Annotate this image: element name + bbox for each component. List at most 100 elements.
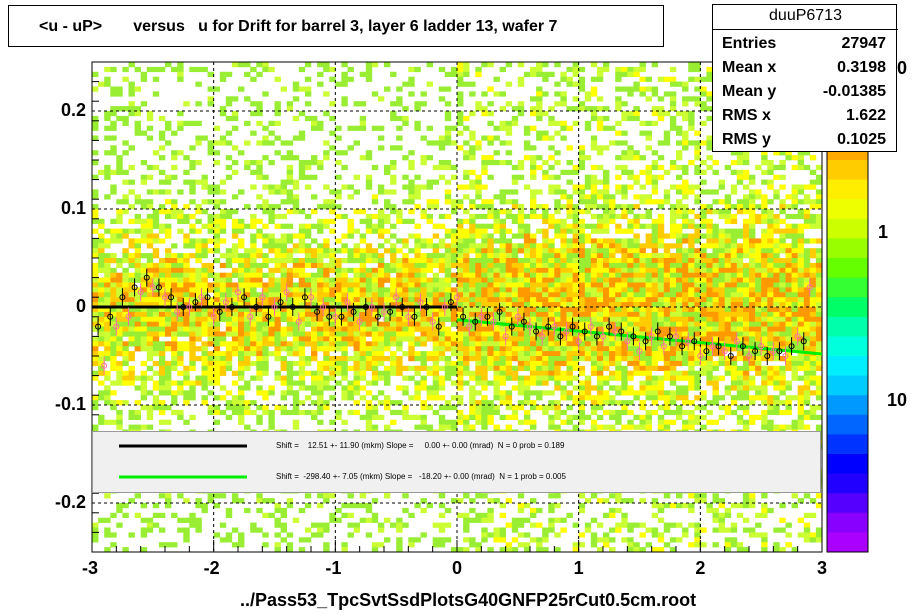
heatmap-cell bbox=[657, 282, 665, 288]
heatmap-cell bbox=[183, 419, 190, 425]
heatmap-cell bbox=[469, 375, 476, 381]
heatmap-cell bbox=[505, 292, 513, 298]
heatmap-cell bbox=[225, 287, 233, 293]
heatmap-cell bbox=[384, 62, 391, 68]
heatmap-cell bbox=[450, 321, 458, 327]
heatmap-cell bbox=[609, 243, 616, 249]
heatmap-cell bbox=[554, 248, 561, 254]
heatmap-cell bbox=[590, 62, 598, 68]
heatmap-cell bbox=[292, 297, 300, 303]
heatmap-cell bbox=[590, 316, 598, 322]
heatmap-cell bbox=[657, 316, 665, 322]
heatmap-cell bbox=[201, 66, 208, 73]
heatmap-cell bbox=[171, 287, 178, 293]
heatmap-cell bbox=[499, 199, 506, 205]
heatmap-cell bbox=[499, 307, 506, 313]
heatmap-cell bbox=[335, 370, 342, 376]
heatmap-cell bbox=[231, 336, 239, 342]
heatmap-cell bbox=[298, 282, 306, 288]
heatmap-cell bbox=[213, 326, 221, 332]
heatmap-cell bbox=[311, 331, 318, 337]
heatmap-cell bbox=[536, 326, 543, 332]
heatmap-cell bbox=[590, 365, 598, 371]
heatmap-cell bbox=[481, 316, 488, 322]
heatmap-cell bbox=[323, 243, 330, 249]
heatmap-cell bbox=[298, 243, 306, 249]
heatmap-cell bbox=[530, 262, 537, 269]
heatmap-cell bbox=[633, 522, 640, 528]
heatmap-cell bbox=[231, 62, 239, 68]
heatmap-cell bbox=[505, 400, 513, 406]
heatmap-cell bbox=[384, 424, 391, 430]
heatmap-cell bbox=[457, 81, 464, 87]
heatmap-cell bbox=[444, 356, 452, 362]
heatmap-cell bbox=[311, 248, 318, 254]
heatmap-cell bbox=[657, 228, 665, 234]
heatmap-cell bbox=[548, 414, 555, 420]
heatmap-cell bbox=[311, 321, 318, 327]
heatmap-cell bbox=[426, 262, 433, 269]
heatmap-cell bbox=[262, 395, 269, 401]
heatmap-cell bbox=[542, 405, 549, 411]
heatmap-cell bbox=[92, 405, 99, 411]
heatmap-cell bbox=[134, 297, 141, 303]
heatmap-cell bbox=[584, 155, 592, 161]
heatmap-cell bbox=[201, 380, 208, 386]
heatmap-cell bbox=[359, 321, 367, 327]
heatmap-cell bbox=[566, 204, 573, 210]
heatmap-cell bbox=[268, 390, 275, 396]
heatmap-cell bbox=[481, 287, 488, 293]
heatmap-cell bbox=[584, 91, 592, 97]
heatmap-cell bbox=[231, 321, 239, 327]
heatmap-cell bbox=[140, 292, 148, 298]
heatmap-cell bbox=[213, 341, 221, 347]
heatmap-cells bbox=[92, 62, 823, 553]
heatmap-cell bbox=[560, 248, 567, 254]
heatmap-cell bbox=[92, 120, 99, 126]
heatmap-cell bbox=[238, 409, 245, 416]
heatmap-cell bbox=[365, 331, 373, 337]
heatmap-cell bbox=[256, 336, 263, 342]
heatmap-cell bbox=[554, 223, 561, 229]
heatmap-cell bbox=[238, 228, 245, 234]
heatmap-cell bbox=[542, 169, 549, 175]
heatmap-cell bbox=[432, 360, 440, 367]
heatmap-cell bbox=[457, 297, 464, 303]
heatmap-cell bbox=[183, 375, 190, 381]
heatmap-cell bbox=[554, 370, 561, 376]
heatmap-cell bbox=[609, 400, 616, 406]
heatmap-cell bbox=[146, 302, 154, 308]
heatmap-cell bbox=[438, 311, 446, 318]
heatmap-cell bbox=[438, 414, 446, 420]
heatmap-cell bbox=[238, 287, 245, 293]
heatmap-cell bbox=[499, 189, 506, 195]
heatmap-cell bbox=[475, 204, 482, 210]
heatmap-cell bbox=[365, 258, 373, 264]
heatmap-cell bbox=[152, 150, 160, 156]
heatmap-cell bbox=[353, 527, 360, 533]
heatmap-cell bbox=[371, 248, 379, 254]
heatmap-cell bbox=[566, 331, 573, 337]
heatmap-cell bbox=[487, 380, 494, 386]
heatmap-cell bbox=[104, 150, 111, 156]
heatmap-cell bbox=[292, 419, 300, 425]
heatmap-cell bbox=[323, 282, 330, 288]
heatmap-cell bbox=[128, 375, 135, 381]
heatmap-cell bbox=[536, 356, 543, 362]
heatmap-cell bbox=[256, 164, 263, 171]
heatmap-cell bbox=[450, 248, 458, 254]
heatmap-cell bbox=[353, 307, 360, 313]
heatmap-cell bbox=[256, 120, 263, 126]
heatmap-cell bbox=[444, 135, 452, 141]
heatmap-cell bbox=[475, 272, 482, 278]
heatmap-cell bbox=[609, 351, 616, 357]
heatmap-cell bbox=[548, 297, 555, 303]
heatmap-cell bbox=[615, 409, 622, 416]
heatmap-cell bbox=[450, 336, 458, 342]
heatmap-cell bbox=[651, 400, 659, 406]
heatmap-cell bbox=[365, 248, 373, 254]
heatmap-cell bbox=[335, 326, 342, 332]
heatmap-cell bbox=[341, 96, 348, 102]
heatmap-cell bbox=[554, 356, 561, 362]
heatmap-cell bbox=[590, 409, 598, 416]
